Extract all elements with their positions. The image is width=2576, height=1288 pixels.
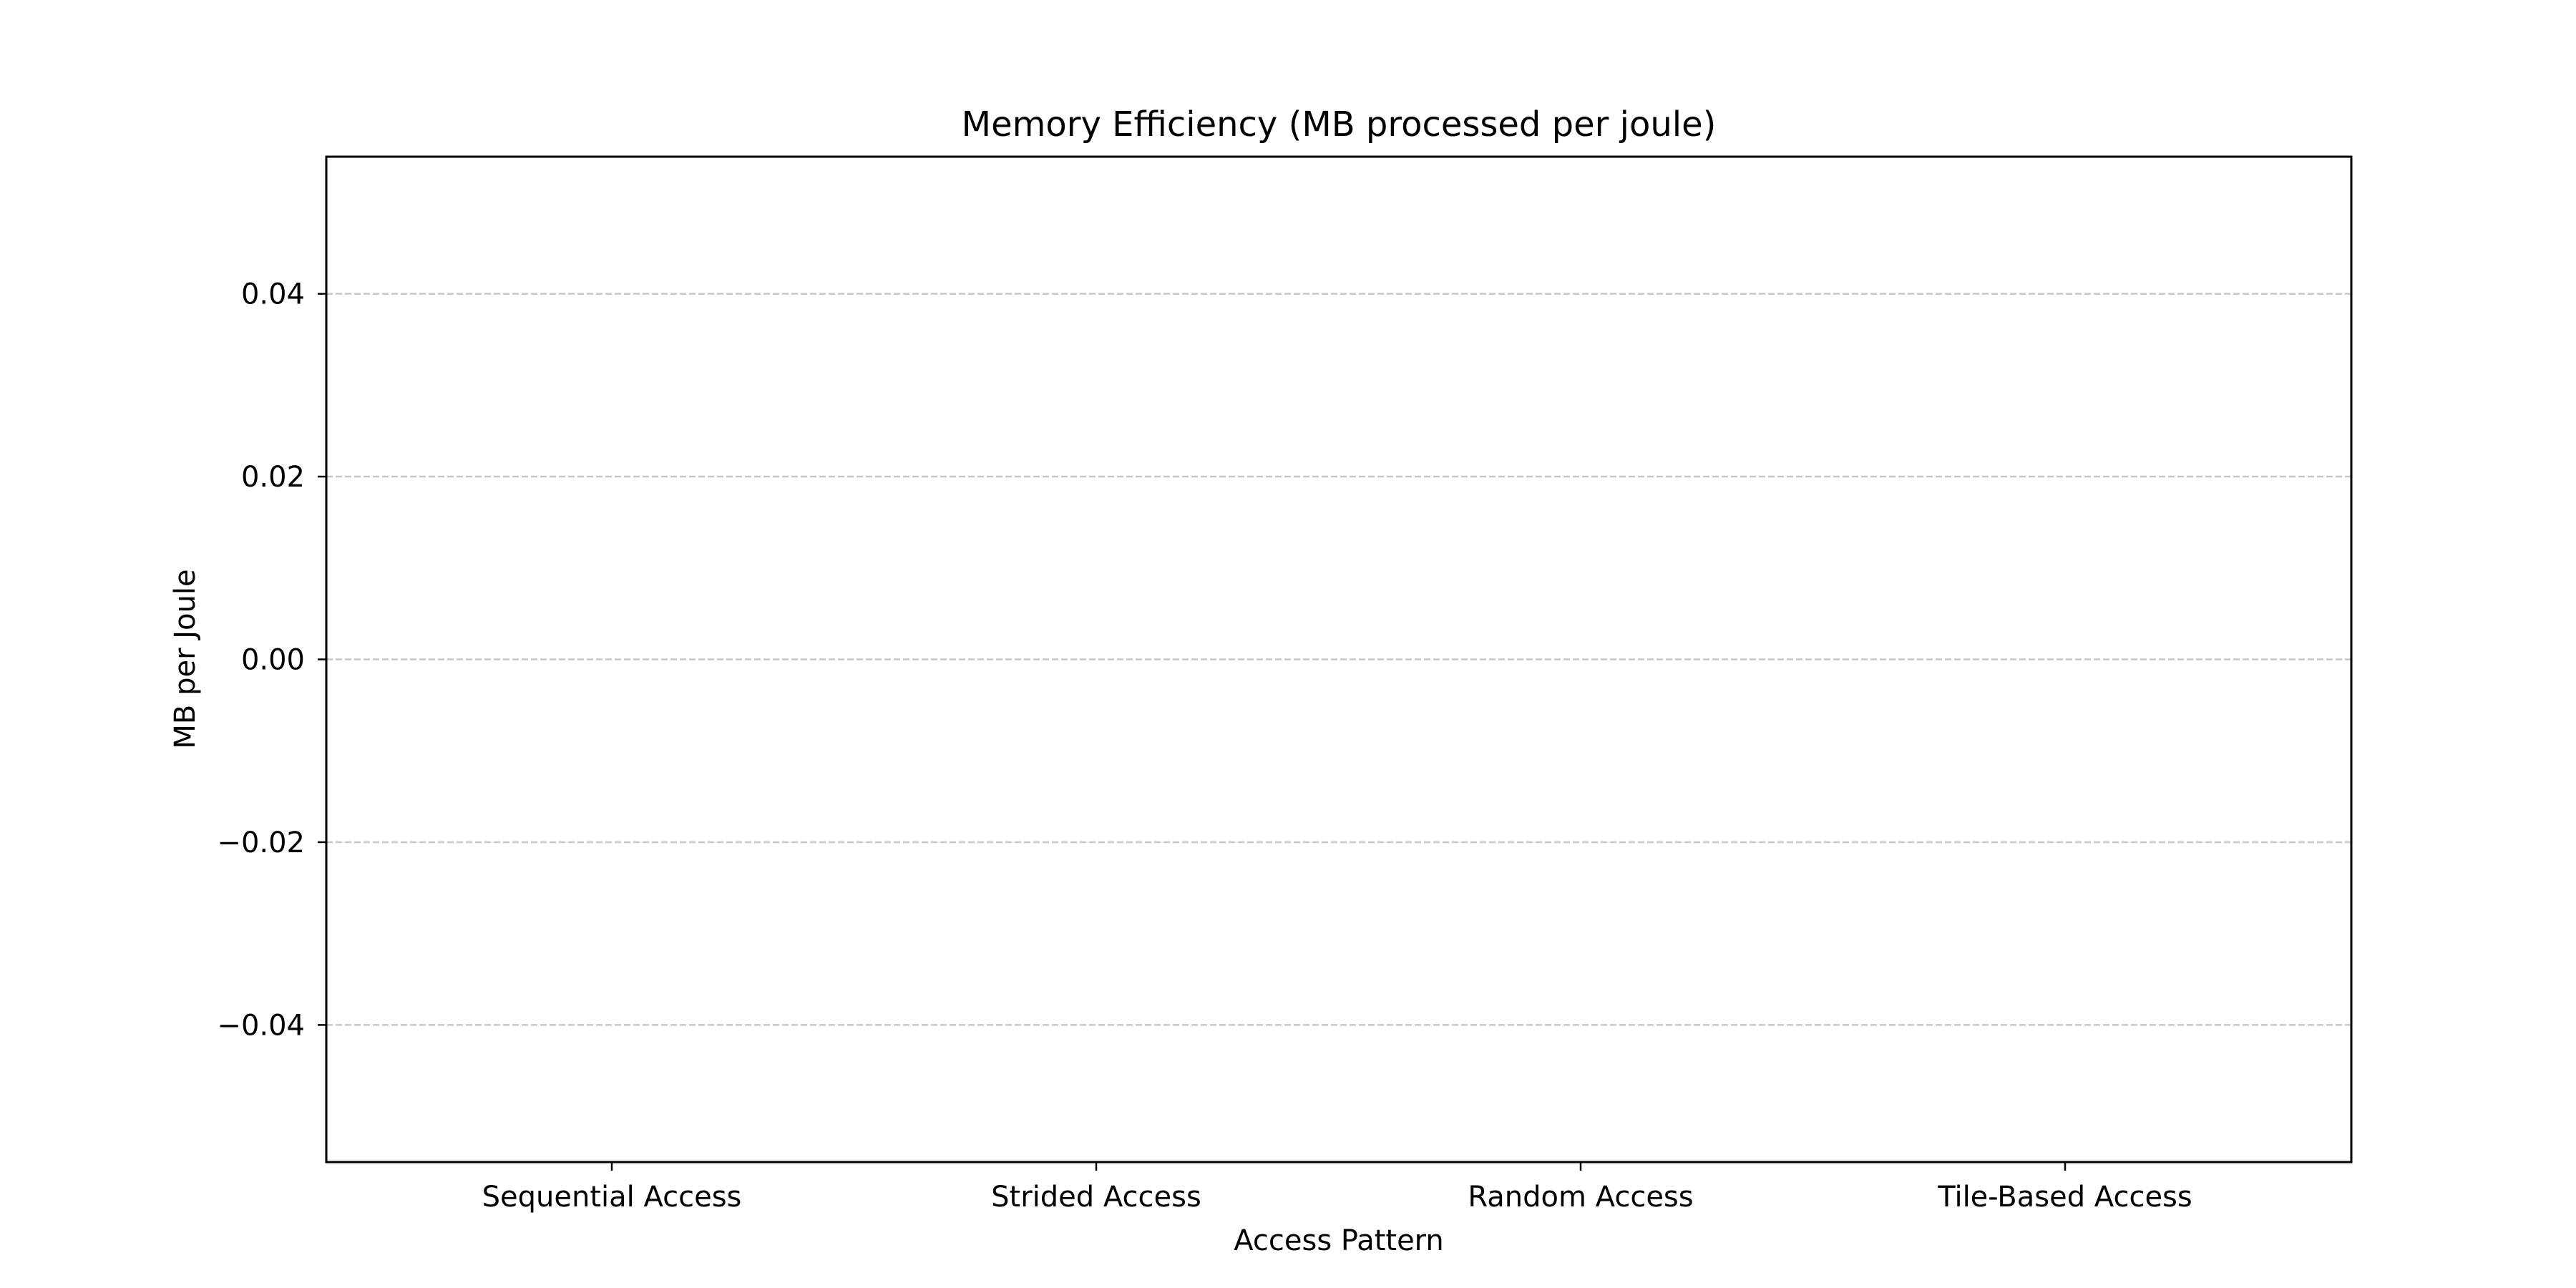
- x-axis-label: Access Pattern: [1234, 1224, 1444, 1257]
- x-tick-label: Random Access: [1468, 1181, 1693, 1214]
- y-tick-label: −0.02: [217, 826, 305, 859]
- x-tick-label: Tile-Based Access: [1937, 1181, 2192, 1214]
- chart-title: Memory Efficiency (MB processed per joul…: [962, 104, 1717, 145]
- y-tick-label: −0.04: [217, 1009, 305, 1042]
- y-axis-ticks: −0.04 −0.02 0.00 0.02 0.04: [217, 278, 326, 1042]
- y-tick-label: 0.02: [241, 461, 305, 494]
- x-axis-ticks: Sequential Access Strided Access Random Ac…: [482, 1162, 2192, 1214]
- x-tick-label: Sequential Access: [482, 1181, 742, 1214]
- y-tick-label: 0.04: [241, 278, 305, 311]
- y-tick-label: 0.00: [241, 644, 305, 677]
- gridlines: [326, 293, 2351, 1026]
- y-axis-label: MB per Joule: [169, 569, 202, 748]
- x-tick-label: Strided Access: [991, 1181, 1201, 1214]
